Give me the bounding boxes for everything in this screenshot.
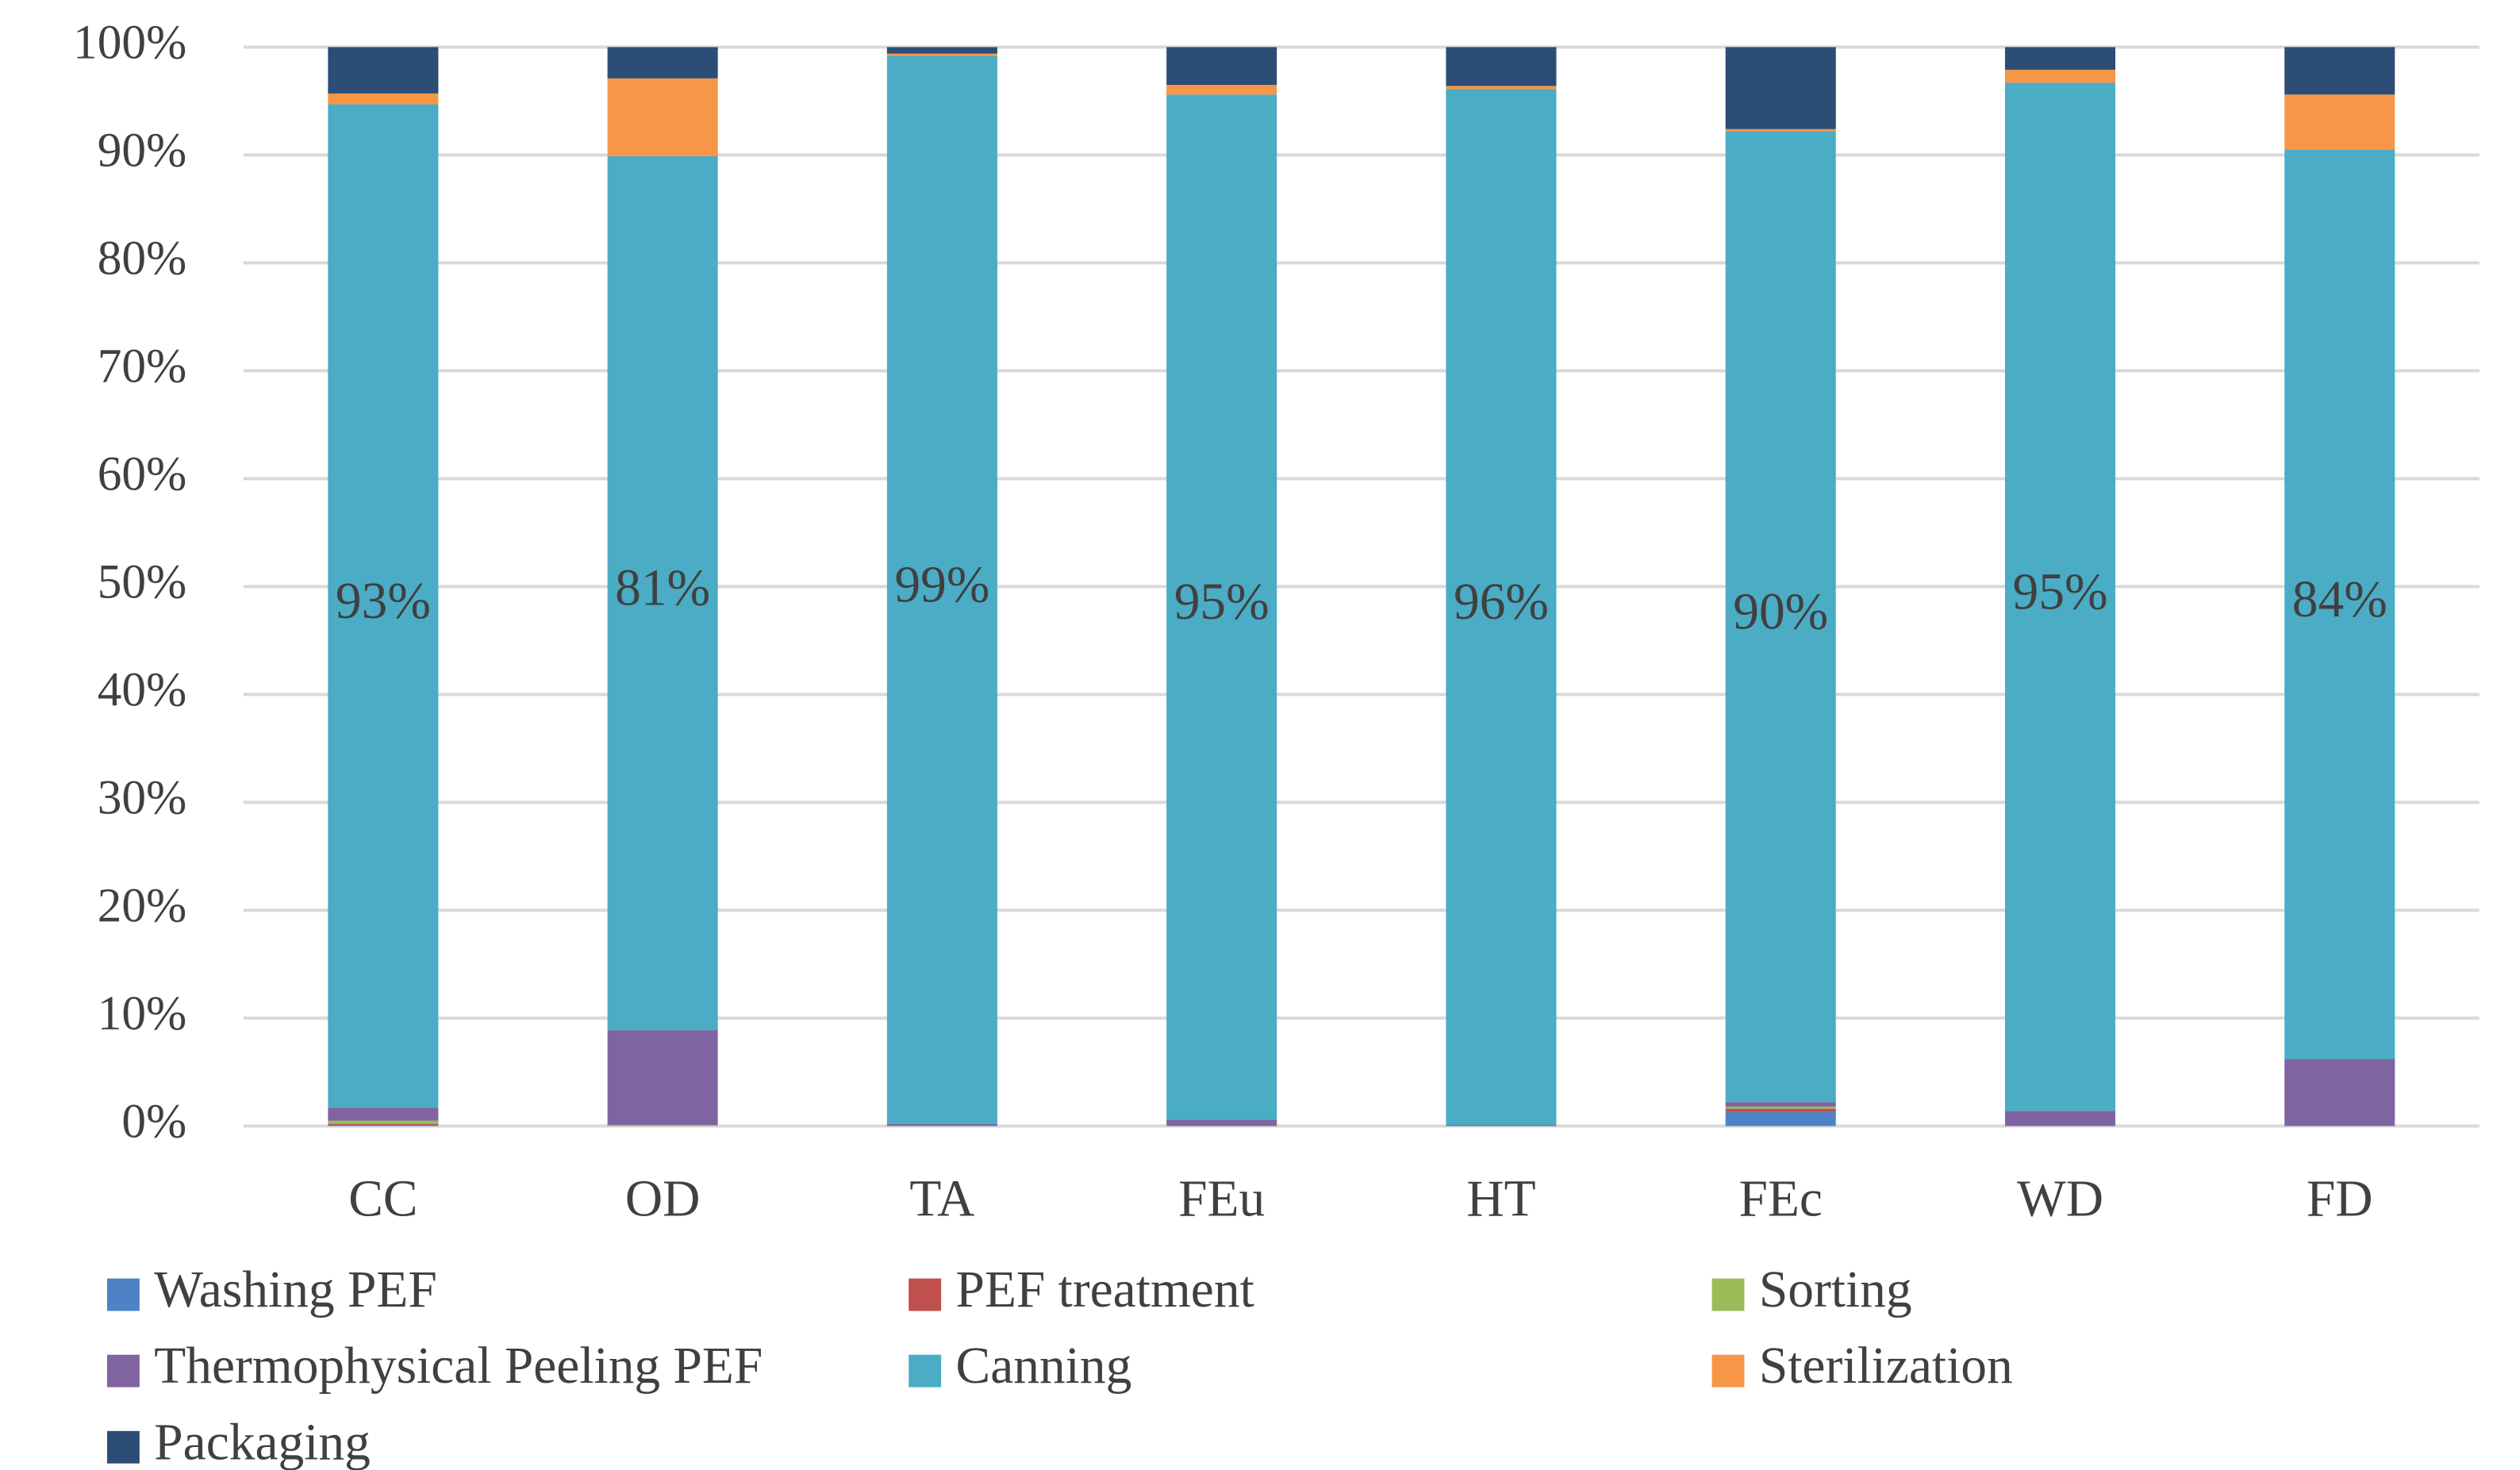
legend-label: PEF treatment xyxy=(956,1261,1254,1318)
y-tick-label: 100% xyxy=(73,15,186,69)
bar-segment xyxy=(2004,83,2116,1111)
y-tick-label: 50% xyxy=(98,555,186,608)
bar-segment xyxy=(2284,94,2395,150)
bar-segment xyxy=(886,53,997,56)
bar-segment xyxy=(2284,47,2395,95)
x-tick-label: CC xyxy=(348,1171,417,1228)
bar-segment xyxy=(328,1125,439,1126)
legend-label: Thermophysical Peeling PEF xyxy=(154,1338,763,1395)
legend-label: Washing PEF xyxy=(154,1261,437,1318)
bar-segment xyxy=(1725,131,1836,1103)
x-tick-label: WD xyxy=(2017,1171,2103,1228)
y-tick-label: 20% xyxy=(98,878,186,932)
bar-segment xyxy=(1725,1106,1836,1109)
bar-segment xyxy=(328,1107,439,1121)
y-tick-label: 90% xyxy=(98,123,186,177)
bar-segment xyxy=(1725,129,1836,132)
bar-segment xyxy=(886,1123,997,1126)
bar-segment xyxy=(607,1030,718,1126)
bar-segment xyxy=(2004,69,2116,83)
legend-swatch xyxy=(106,1354,140,1387)
y-tick-label: 40% xyxy=(98,662,186,716)
bar-segment xyxy=(1446,47,1557,86)
legend-label: Sterilization xyxy=(1759,1338,2013,1395)
y-tick-label: 0% xyxy=(121,1094,186,1148)
bar-segment xyxy=(328,93,439,105)
legend-label: Packaging xyxy=(154,1414,371,1470)
bar-segment xyxy=(1166,1119,1277,1126)
bar-segment xyxy=(1166,84,1277,95)
y-tick-label: 10% xyxy=(98,986,186,1040)
x-tick-label: OD xyxy=(625,1171,701,1228)
bar-segment xyxy=(2284,1059,2395,1126)
legend-swatch xyxy=(1711,1278,1745,1311)
legend-swatch xyxy=(106,1278,140,1311)
x-tick-label: FEc xyxy=(1739,1171,1823,1228)
bar-segment xyxy=(1446,89,1557,1126)
data-label: 99% xyxy=(894,556,989,613)
data-label: 95% xyxy=(1174,574,1270,631)
x-tick-label: HT xyxy=(1466,1171,1535,1228)
legend-swatch xyxy=(1711,1354,1745,1387)
bar-segment xyxy=(2284,149,2395,1060)
legend-swatch xyxy=(909,1278,942,1311)
bar-segment xyxy=(1446,1125,1557,1126)
bar-segment xyxy=(1166,94,1277,1120)
bar-segment xyxy=(328,1123,439,1126)
data-label: 90% xyxy=(1733,583,1828,640)
legend-swatch xyxy=(909,1354,942,1387)
x-tick-label: FD xyxy=(2307,1171,2373,1228)
bar-segment xyxy=(1446,86,1557,90)
bar-segment xyxy=(2004,47,2116,70)
data-label: 84% xyxy=(2292,571,2387,628)
bar-segment xyxy=(607,1125,718,1126)
y-tick-label: 60% xyxy=(98,447,186,501)
bar-segment xyxy=(328,1120,439,1124)
data-label: 96% xyxy=(1454,574,1549,631)
data-label: 93% xyxy=(336,573,431,630)
bar-segment xyxy=(328,104,439,1108)
bar-segment xyxy=(2004,1111,2116,1126)
x-tick-label: FEu xyxy=(1178,1171,1265,1228)
bar-segment xyxy=(1725,47,1836,129)
bar-segment xyxy=(886,47,997,54)
legend-swatch xyxy=(106,1430,140,1464)
bar-segment xyxy=(607,78,718,156)
bar-segment xyxy=(1725,1108,1836,1112)
legend-label: Canning xyxy=(956,1338,1132,1395)
y-tick-label: 70% xyxy=(98,339,186,393)
x-tick-label: TA xyxy=(909,1171,974,1228)
y-tick-label: 30% xyxy=(98,770,186,824)
legend-label: Sorting xyxy=(1759,1261,1912,1318)
bar-segment xyxy=(328,47,439,94)
y-tick-label: 80% xyxy=(98,231,186,285)
bar-segment xyxy=(1166,47,1277,85)
bar-segment xyxy=(886,56,997,1124)
bar-segment xyxy=(607,155,718,1031)
bar-segment xyxy=(1725,1111,1836,1126)
data-label: 95% xyxy=(2013,563,2108,620)
bar-segment xyxy=(1725,1102,1836,1107)
data-label: 81% xyxy=(615,560,710,617)
bar-segment xyxy=(607,47,718,79)
